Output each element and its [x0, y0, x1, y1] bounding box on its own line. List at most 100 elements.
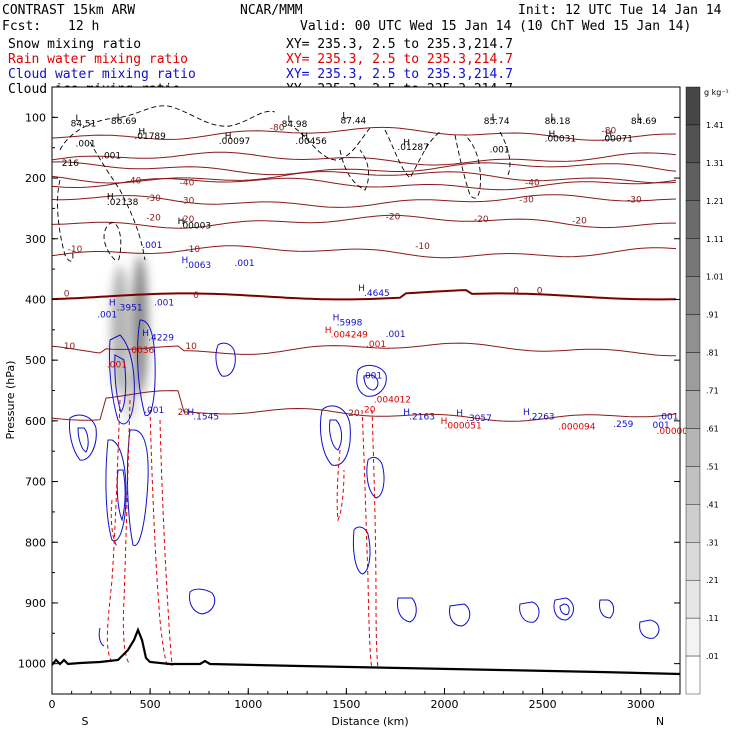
- cloud-contour-low-6: [599, 599, 615, 619]
- rain-label: H: [441, 417, 448, 427]
- cloud-contour-low-5: [553, 597, 574, 621]
- temp-label: -30: [146, 194, 161, 204]
- snow-label: H: [138, 127, 145, 137]
- snow-label: 86.69: [111, 117, 137, 127]
- colorbar-swatch: [685, 162, 701, 202]
- colorbar-swatch: [685, 238, 701, 277]
- cloud-contour-lower-1: [105, 439, 127, 542]
- init-label: Init: 12 UTC Tue 14 Jan 14: [518, 3, 722, 18]
- cloud-label: H: [182, 256, 189, 266]
- colorbar-tick-label: 1.01: [706, 273, 724, 282]
- snow-label: H: [225, 132, 232, 142]
- rain-contour-8: [110, 499, 119, 549]
- temp-label: -80: [602, 127, 617, 137]
- temp-contour-20: [52, 390, 677, 422]
- cloud-contour-low-2: [397, 597, 417, 623]
- snow-label: H: [178, 217, 185, 227]
- colorbar-units: g kg⁻¹: [704, 88, 729, 97]
- temp-label: 0: [193, 291, 199, 301]
- snow-label: L: [637, 113, 642, 123]
- colorbar-tick-label: .91: [706, 311, 719, 320]
- colorbar-swatch: [685, 390, 701, 429]
- cloud-label: .2163: [409, 413, 435, 423]
- cloud-contour-mid-2: [319, 405, 351, 466]
- temp-label: -20: [180, 215, 195, 225]
- cloud-contour-left-inner: [77, 427, 89, 453]
- colorbar-tick-label: .81: [706, 349, 719, 358]
- snow-label: 84.98: [282, 120, 308, 130]
- temp-contour-m80: [52, 126, 676, 141]
- rain-contours: [106, 399, 379, 669]
- temp-label: -20: [474, 215, 489, 225]
- snow-label: .001: [490, 146, 510, 156]
- snow-label: .00097: [219, 137, 251, 147]
- cloud-label: .001: [142, 241, 162, 251]
- temp-contour-m70: [52, 151, 677, 166]
- cloud-contour-mid-3: [366, 456, 385, 499]
- cloud-label: .4229: [148, 334, 174, 344]
- x-tick-label: 500: [140, 698, 161, 711]
- cloud-label: H: [403, 408, 410, 418]
- colorbar-swatch: [685, 655, 701, 695]
- rain-contour-4: [159, 419, 173, 667]
- rain-label: .001: [107, 360, 127, 370]
- cloud-contour-core-1: [108, 334, 135, 425]
- colorbar-tick-label: .21: [706, 576, 719, 585]
- org-label: NCAR/MMM: [240, 3, 303, 18]
- temp-label: 20: [178, 408, 190, 418]
- y-tick-label: 100: [25, 111, 46, 124]
- fcst-value: 12 h: [68, 19, 99, 34]
- temp-label: -10: [68, 245, 83, 255]
- rain-label: .001: [366, 340, 386, 350]
- colorbar-tick-label: .51: [706, 462, 719, 471]
- snow-label: L: [342, 112, 347, 122]
- cloud-contour-core-2: [114, 354, 127, 414]
- temp-label: -20: [386, 212, 401, 222]
- temp-contour-m20: [52, 214, 676, 229]
- cloud-label: .2263: [529, 413, 555, 423]
- cloud-contour-mid-1-inner: [363, 374, 379, 391]
- x-end-label-left: S: [82, 715, 89, 728]
- temp-label: 0: [64, 289, 70, 299]
- temp-label: -20: [572, 217, 587, 227]
- snow-label: .00003: [180, 221, 212, 231]
- cloud-label: .1545: [193, 413, 219, 423]
- rain-label: .000094: [558, 422, 595, 432]
- colorbar-tick-label: .31: [706, 538, 719, 547]
- x-tick-label: 1500: [332, 698, 360, 711]
- x-tick-label: 0: [49, 698, 56, 711]
- colorbar-swatch: [685, 200, 701, 239]
- rain-label: H: [325, 326, 332, 336]
- rain-label: .000005: [657, 427, 694, 437]
- colorbar-tick-label: .01: [706, 652, 719, 661]
- cloud-water-contours: [69, 319, 660, 647]
- colorbar-swatch: [685, 504, 701, 543]
- cloud-label: .5998: [337, 319, 363, 329]
- cloud-label: .3951: [117, 303, 143, 313]
- temp-label: -30: [180, 197, 195, 207]
- colorbar-swatch: [685, 86, 701, 126]
- snow-label: .00031: [545, 135, 577, 145]
- temp-contour-m60: [52, 161, 677, 176]
- temp-label: 20: [348, 409, 360, 419]
- cloud-label: .259: [613, 420, 633, 430]
- rain-contour-6: [361, 409, 373, 669]
- rain-contour-7: [371, 409, 379, 669]
- cloud-contour-mid-1: [356, 364, 387, 397]
- cloud-contour-low-1: [189, 588, 216, 615]
- field-name-rain: Rain water mixing ratio: [8, 52, 188, 67]
- colorbar-tick-label: 1.41: [706, 121, 724, 130]
- snow-label: 216: [62, 159, 79, 169]
- y-tick-label: 500: [25, 354, 46, 367]
- y-tick-label: 900: [25, 597, 46, 610]
- cloud-contour-small-1: [215, 342, 236, 377]
- colorbar-swatch: [685, 617, 701, 657]
- temp-contour-0: [52, 289, 677, 301]
- cloud-contour-mid-2-inner: [329, 419, 343, 451]
- y-tick-label: 200: [25, 172, 46, 185]
- rain-label: 20: [364, 405, 376, 415]
- cloud-label: .001: [362, 371, 382, 381]
- temp-label: -80: [270, 124, 285, 134]
